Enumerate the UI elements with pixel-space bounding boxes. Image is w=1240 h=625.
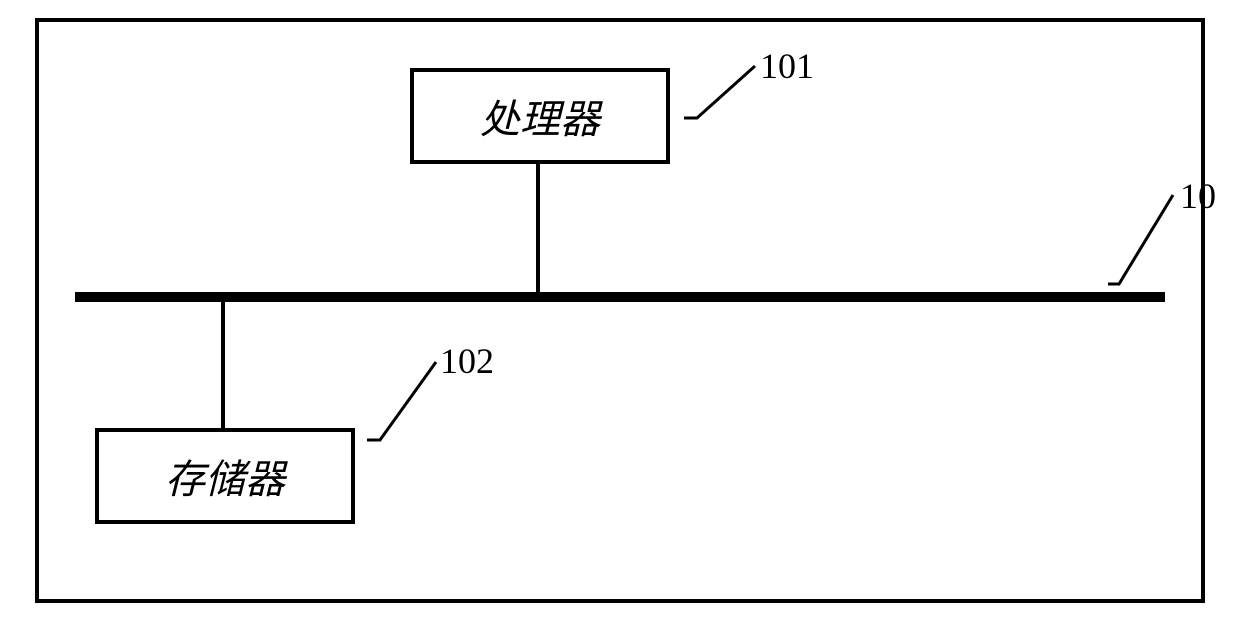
system-leader-polyline — [1108, 195, 1173, 284]
diagram-canvas: 处理器 101 存储器 102 10 — [0, 0, 1240, 625]
system-ref-label: 10 — [1180, 175, 1216, 217]
system-leader-line — [0, 0, 1240, 625]
